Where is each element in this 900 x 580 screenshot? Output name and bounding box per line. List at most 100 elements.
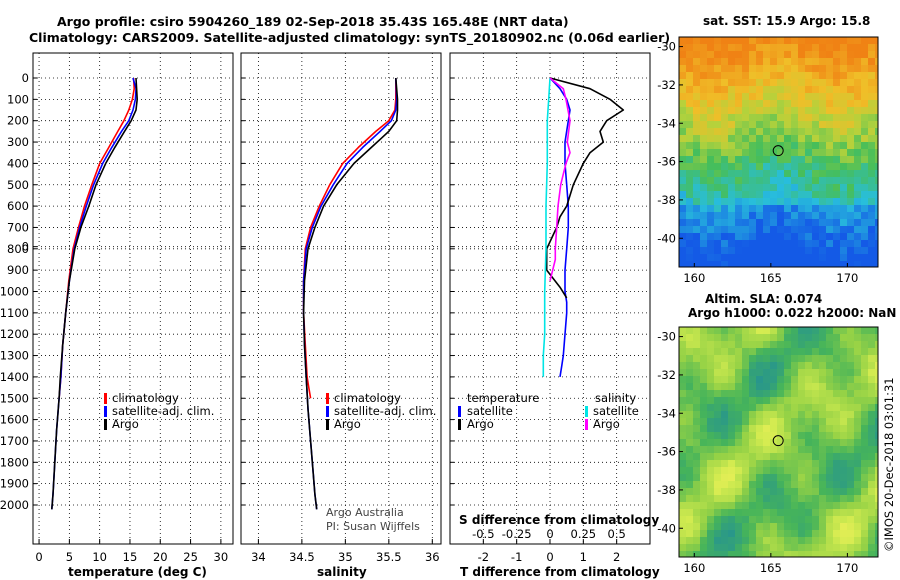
heatmap-cell (721, 467, 729, 475)
heatmap-cell (805, 58, 813, 66)
heatmap-cell (875, 135, 878, 143)
heatmap-cell (714, 149, 722, 157)
heatmap-cell (833, 128, 841, 136)
heatmap-cell (798, 495, 806, 503)
heatmap-cell (742, 226, 750, 234)
heatmap-cell (693, 135, 701, 143)
heatmap-cell (875, 191, 878, 199)
heatmap-cell (721, 355, 729, 363)
heatmap-cell (707, 184, 715, 192)
heatmap-cell (728, 93, 736, 101)
heatmap-cell (826, 334, 834, 342)
heatmap-cell (784, 334, 792, 342)
heatmap-cell (784, 327, 792, 335)
heatmap-cell (819, 58, 827, 66)
heatmap-cell (861, 523, 869, 531)
heatmap-cell (875, 233, 878, 241)
heatmap-cell (819, 191, 827, 199)
heatmap-cell (833, 495, 841, 503)
heatmap-cell (728, 198, 736, 206)
heatmap-cell (840, 191, 848, 199)
heatmap-cell (770, 495, 778, 503)
heatmap-cell (847, 383, 855, 391)
heatmap-cell (819, 170, 827, 178)
heatmap-cell (679, 509, 687, 517)
heatmap-cell (861, 58, 869, 66)
heatmap-cell (854, 530, 862, 538)
heatmap-cell (847, 191, 855, 199)
heatmap-cell (770, 121, 778, 129)
heatmap-cell (819, 327, 827, 335)
heatmap-cell (686, 226, 694, 234)
heatmap-cell (861, 44, 869, 52)
heatmap-cell (700, 163, 708, 171)
heatmap-cell (721, 509, 729, 517)
heatmap-cell (742, 149, 750, 157)
heatmap-cell (707, 65, 715, 73)
heatmap-cell (791, 530, 799, 538)
heatmap-cell (819, 177, 827, 185)
heatmap-cell (749, 191, 757, 199)
heatmap-cell (721, 502, 729, 510)
heatmap-cell (847, 184, 855, 192)
heatmap-cell (798, 369, 806, 377)
heatmap-cell (826, 170, 834, 178)
heatmap-cell (784, 397, 792, 405)
heatmap-cell (693, 453, 701, 461)
x-tick-label: 1 (580, 550, 587, 564)
heatmap-cell (770, 425, 778, 433)
x-tick-label: 20 (153, 550, 168, 564)
heatmap-cell (819, 226, 827, 234)
heatmap-cell (798, 453, 806, 461)
heatmap-cell (805, 523, 813, 531)
heatmap-cell (798, 446, 806, 454)
heatmap-cell (819, 156, 827, 164)
heatmap-cell (756, 142, 764, 150)
heatmap-cell (847, 474, 855, 482)
lon-tick-label: 170 (836, 561, 858, 575)
heatmap-cell (805, 411, 813, 419)
heatmap-cell (777, 205, 785, 213)
heatmap-cell (707, 107, 715, 115)
heatmap-cell (700, 425, 708, 433)
heatmap-cell (798, 530, 806, 538)
heatmap-cell (728, 107, 736, 115)
heatmap-cell (812, 37, 820, 45)
heatmap-cell (847, 170, 855, 178)
heatmap-cell (868, 348, 876, 356)
heatmap-cell (840, 432, 848, 440)
heatmap-cell (826, 247, 834, 255)
heatmap-cell (742, 261, 750, 267)
heatmap-cell (714, 170, 722, 178)
heatmap-cell (833, 149, 841, 157)
heatmap-cell (819, 86, 827, 94)
x-tick-label: 34 (251, 550, 266, 564)
heatmap-cell (728, 149, 736, 157)
heatmap-cell (763, 205, 771, 213)
heatmap-cell (700, 86, 708, 94)
heatmap-cell (721, 212, 729, 220)
heatmap-cell (707, 523, 715, 531)
heatmap-cell (868, 551, 876, 557)
heatmap-cell (854, 156, 862, 164)
heatmap-cell (728, 261, 736, 267)
heatmap-cell (854, 58, 862, 66)
heatmap-cell (805, 334, 813, 342)
heatmap-cell (868, 44, 876, 52)
heatmap-cell (693, 233, 701, 241)
heatmap-cell (707, 488, 715, 496)
heatmap-cell (805, 86, 813, 94)
heatmap-cell (686, 93, 694, 101)
heatmap-cell (819, 495, 827, 503)
heatmap-cell (749, 488, 757, 496)
heatmap-cell (875, 58, 878, 66)
heatmap-cell (742, 212, 750, 220)
heatmap-cell (826, 481, 834, 489)
s-tick-label: 0 (546, 527, 553, 541)
heatmap-cell (791, 261, 799, 267)
heatmap-cell (875, 93, 878, 101)
heatmap-cell (770, 212, 778, 220)
depth-tick-label: 1400 (0, 370, 29, 384)
heatmap-cell (679, 205, 687, 213)
heatmap-cell (791, 135, 799, 143)
